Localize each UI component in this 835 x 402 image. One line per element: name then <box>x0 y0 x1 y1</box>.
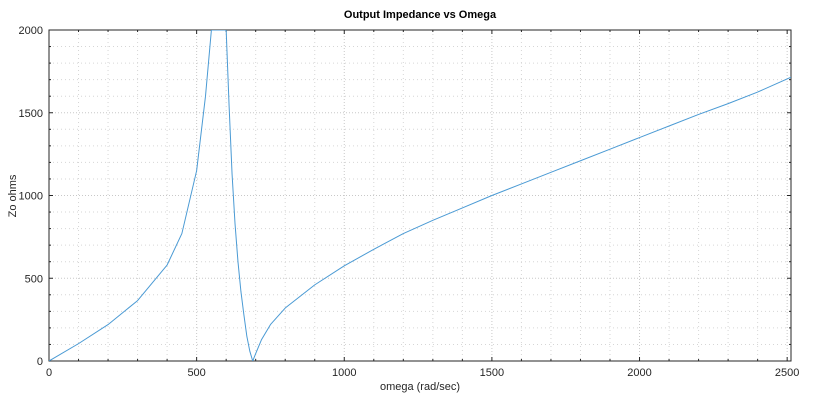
series-group <box>49 30 791 361</box>
y-tick-label: 500 <box>25 273 43 285</box>
y-tick-label: 0 <box>37 356 43 368</box>
y-tick-label: 2000 <box>19 25 43 37</box>
x-axis-label: omega (rad/sec) <box>380 381 460 393</box>
x-tick-label: 0 <box>46 367 52 379</box>
x-tick-label: 1500 <box>480 367 504 379</box>
y-tick-labels: 0 500 1000 1500 2000 <box>19 25 43 368</box>
series-line <box>49 30 791 361</box>
y-tick-label: 1500 <box>19 108 43 120</box>
chart-title: Output Impedance vs Omega <box>344 9 497 21</box>
x-tick-label: 500 <box>187 367 205 379</box>
x-tick-label: 1000 <box>332 367 356 379</box>
x-tick-labels: 0 500 1000 1500 2000 2500 <box>46 367 799 379</box>
y-axis-label: Zo ohms <box>7 174 19 217</box>
ticks <box>49 30 791 361</box>
y-tick-label: 1000 <box>19 191 43 203</box>
x-tick-label: 2000 <box>627 367 651 379</box>
x-tick-label: 2500 <box>775 367 799 379</box>
